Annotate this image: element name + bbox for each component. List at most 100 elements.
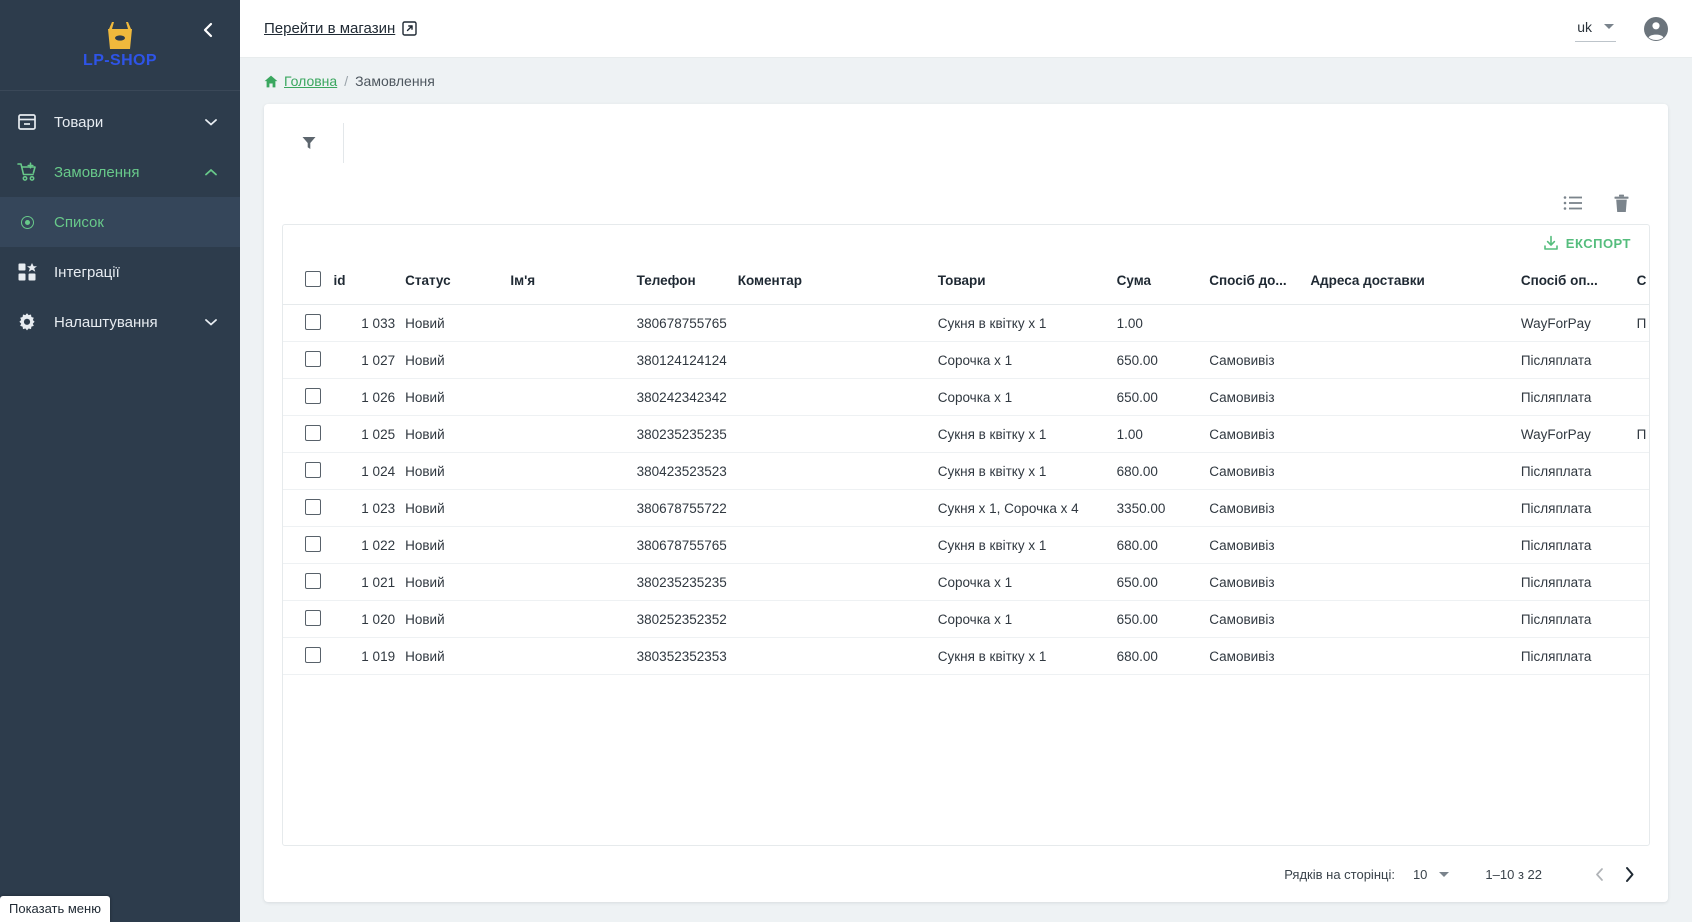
row-checkbox[interactable] <box>305 609 321 626</box>
column-header-delivery[interactable]: Спосіб до... <box>1209 261 1311 305</box>
order-name <box>510 637 637 675</box>
column-header-status[interactable]: Статус <box>405 261 511 305</box>
table-row[interactable]: 1 024 Новий 380423523523 Сукня в квітку x 1… <box>283 452 1649 490</box>
table-row[interactable]: 1 021 Новий 380235235235 Сорочка x 1 650.00 С… <box>283 563 1649 601</box>
filter-funnel-icon <box>302 137 316 149</box>
column-header-extra[interactable]: С <box>1636 261 1649 305</box>
order-sum: 1.00 <box>1116 415 1210 453</box>
sidebar-item-nalashtuvannya[interactable]: Налаштування <box>0 297 240 347</box>
filter-divider <box>343 123 344 163</box>
column-header-sum[interactable]: Сума <box>1116 261 1210 305</box>
table-row[interactable]: 1 027 Новий 380124124124 Сорочка x 1 650.00 С… <box>283 341 1649 379</box>
list-view-icon[interactable] <box>1562 192 1584 214</box>
row-checkbox[interactable] <box>305 572 321 589</box>
chevron-down-icon[interactable] <box>202 118 220 126</box>
row-checkbox[interactable] <box>305 498 321 515</box>
order-address <box>1310 637 1521 675</box>
column-header-name[interactable]: Ім'я <box>510 261 637 305</box>
breadcrumb: Головна / Замовлення <box>240 58 1692 104</box>
trash-icon[interactable] <box>1610 192 1632 214</box>
go-to-shop-label: Перейти в магазин <box>264 20 396 37</box>
archive-box-icon <box>0 112 54 132</box>
row-checkbox[interactable] <box>305 313 321 330</box>
pagination-next-button[interactable] <box>1614 859 1644 889</box>
sidebar-item-tovary[interactable]: Товари <box>0 97 240 147</box>
order-delivery: Самовивіз <box>1209 415 1311 453</box>
sidebar-nav: Товари Замовлення <box>0 91 240 347</box>
rows-per-page-select[interactable]: 10 <box>1413 867 1450 882</box>
column-header-payment[interactable]: Спосіб оп... <box>1520 261 1637 305</box>
puzzle-blocks-icon <box>0 262 54 282</box>
sidebar-collapse-button[interactable] <box>194 16 222 44</box>
sidebar-item-zamovlennya[interactable]: Замовлення <box>0 147 240 197</box>
breadcrumb-home[interactable]: Головна <box>264 73 337 89</box>
sidebar-item-spysok[interactable]: Список <box>0 197 240 247</box>
content-area: ЕКСПОРТ id Статус <box>240 104 1692 922</box>
order-address <box>1310 341 1521 379</box>
row-select-cell <box>283 378 334 416</box>
order-name <box>510 489 637 527</box>
filter-button[interactable] <box>292 126 326 160</box>
chevron-down-icon[interactable] <box>202 318 220 326</box>
order-sum: 1.00 <box>1116 304 1210 342</box>
column-header-goods[interactable]: Товари <box>937 261 1117 305</box>
export-button[interactable]: ЕКСПОРТ <box>1543 235 1631 251</box>
table-row[interactable]: 1 022 Новий 380678755765 Сукня в квітку x 1… <box>283 526 1649 564</box>
account-button[interactable] <box>1642 15 1670 43</box>
order-extra <box>1636 563 1649 601</box>
brand-logo[interactable]: LP-SHOP <box>83 20 157 70</box>
order-sum: 680.00 <box>1116 637 1210 675</box>
column-header-comment[interactable]: Коментар <box>737 261 938 305</box>
order-extra <box>1636 452 1649 490</box>
row-select-cell <box>283 452 334 490</box>
filter-bar <box>264 104 1668 182</box>
column-header-phone[interactable]: Телефон <box>636 261 738 305</box>
row-checkbox[interactable] <box>305 646 321 663</box>
row-checkbox[interactable] <box>305 350 321 367</box>
order-sum: 650.00 <box>1116 600 1210 638</box>
pagination-prev-button[interactable] <box>1584 859 1614 889</box>
go-to-shop-link[interactable]: Перейти в магазин <box>264 20 417 37</box>
cart-plus-icon <box>0 162 54 182</box>
orders-table-body: 1 033 Новий 380678755765 Сукня в квітку x 1… <box>283 304 1649 675</box>
table-row[interactable]: 1 033 Новий 380678755765 Сукня в квітку x 1… <box>283 304 1649 342</box>
sidebar-item-label: Інтеграції <box>54 263 120 281</box>
row-select-cell <box>283 637 334 675</box>
order-id: 1 024 <box>333 452 406 490</box>
table-row[interactable]: 1 025 Новий 380235235235 Сукня в квітку x 1… <box>283 415 1649 453</box>
row-checkbox[interactable] <box>305 387 321 404</box>
chevron-up-icon[interactable] <box>202 168 220 176</box>
order-delivery: Самовивіз <box>1209 563 1311 601</box>
select-all-checkbox[interactable] <box>305 271 321 287</box>
row-select-cell <box>283 489 334 527</box>
column-header-address[interactable]: Адреса доставки <box>1310 261 1521 305</box>
order-payment: Післяплата <box>1520 526 1637 564</box>
order-goods: Сукня в квітку x 1 <box>937 637 1117 675</box>
order-goods: Сукня в квітку x 1 <box>937 526 1117 564</box>
order-delivery: Самовивіз <box>1209 452 1311 490</box>
orders-table-scroll[interactable]: id Статус Ім'я Телефон Коментар Товари С… <box>283 261 1649 845</box>
column-header-id[interactable]: id <box>333 261 406 305</box>
order-name <box>510 526 637 564</box>
row-select-cell <box>283 341 334 379</box>
caret-down-icon <box>1604 24 1614 29</box>
row-checkbox[interactable] <box>305 535 321 552</box>
table-row[interactable]: 1 023 Новий 380678755722 Сукня x 1, Сорочка… <box>283 489 1649 527</box>
order-payment: Післяплата <box>1520 452 1637 490</box>
order-comment <box>737 489 938 527</box>
order-comment <box>737 378 938 416</box>
table-row[interactable]: 1 026 Новий 380242342342 Сорочка x 1 650.00 С… <box>283 378 1649 416</box>
order-sum: 3350.00 <box>1116 489 1210 527</box>
order-delivery <box>1209 304 1311 342</box>
row-checkbox[interactable] <box>305 461 321 478</box>
row-checkbox[interactable] <box>305 424 321 441</box>
sidebar-item-integracii[interactable]: Інтеграції <box>0 247 240 297</box>
order-extra <box>1636 341 1649 379</box>
order-address <box>1310 304 1521 342</box>
order-phone: 380678755765 <box>636 526 738 564</box>
table-row[interactable]: 1 019 Новий 380352352353 Сукня в квітку x 1… <box>283 637 1649 675</box>
table-row[interactable]: 1 020 Новий 380252352352 Сорочка x 1 650.00 С… <box>283 600 1649 638</box>
order-sum: 650.00 <box>1116 563 1210 601</box>
language-selector[interactable]: uk <box>1575 16 1616 42</box>
